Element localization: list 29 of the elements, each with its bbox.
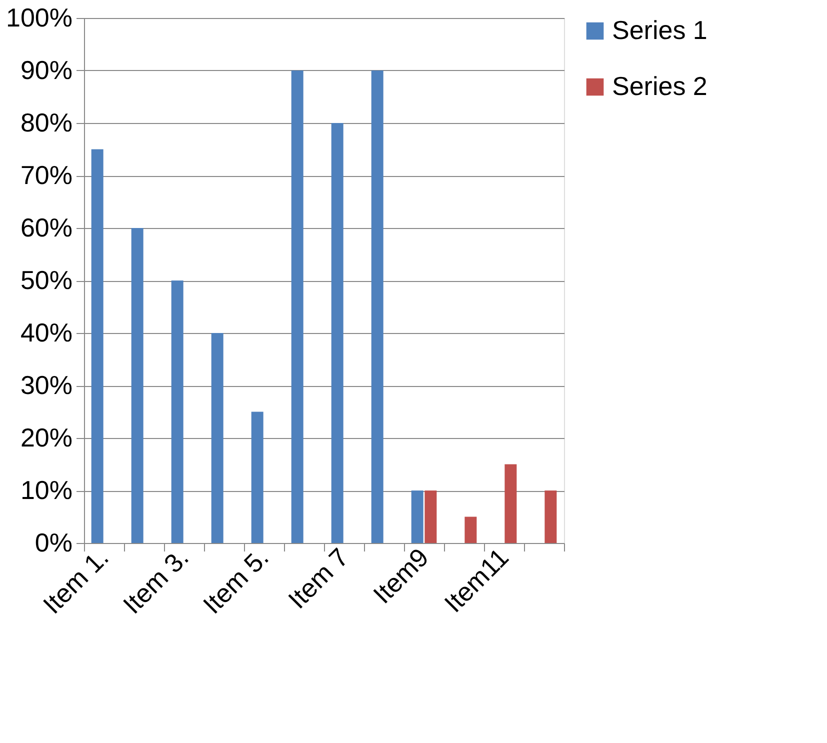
- bar: [464, 516, 477, 543]
- bar: [424, 490, 437, 543]
- legend-label: Series 1: [612, 15, 708, 45]
- y-tick-label: 20%: [20, 422, 72, 452]
- x-tick-label: Item 7: [282, 542, 354, 614]
- bar: [544, 490, 557, 543]
- bar: [371, 70, 384, 543]
- y-tick-label: 90%: [20, 55, 72, 85]
- bar: [331, 123, 344, 543]
- bar: [211, 333, 224, 543]
- bar: [131, 228, 144, 543]
- y-tick-label: 60%: [20, 212, 72, 242]
- y-tick-label: 100%: [6, 2, 72, 32]
- y-tick-label: 50%: [20, 265, 72, 295]
- bar: [171, 280, 184, 543]
- legend-label: Series 2: [612, 71, 708, 101]
- y-tick-label: 10%: [20, 475, 72, 505]
- x-tick-label: Item 5.: [196, 542, 274, 620]
- x-tick-label: Item 3.: [116, 542, 194, 620]
- bar: [251, 412, 264, 543]
- y-tick-label: 40%: [20, 318, 72, 348]
- bar: [291, 70, 304, 543]
- y-tick-label: 70%: [20, 160, 72, 190]
- bar: [504, 464, 517, 543]
- y-tick-label: 0%: [34, 528, 72, 558]
- bar: [411, 490, 424, 543]
- y-tick-label: 80%: [20, 108, 72, 138]
- y-tick-label: 30%: [20, 370, 72, 400]
- bar: [91, 149, 104, 543]
